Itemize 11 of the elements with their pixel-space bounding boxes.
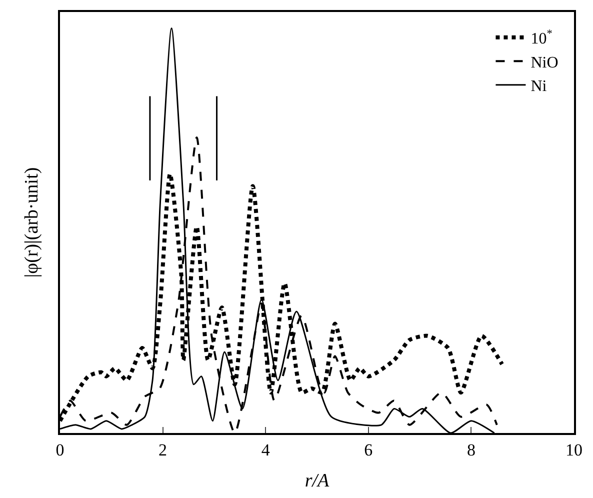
legend-label: 10$^{*}$ bbox=[530, 28, 553, 48]
x-tick-label: 6 bbox=[364, 440, 373, 460]
x-tick-label: 4 bbox=[261, 440, 270, 460]
x-tick-label: 0 bbox=[56, 440, 64, 460]
x-axis-title: r/A bbox=[304, 470, 330, 492]
y-axis-title: |φ(r)|(arb·unit) bbox=[21, 167, 42, 278]
legend-label: Ni bbox=[530, 78, 548, 96]
x-tick-label: 8 bbox=[466, 440, 476, 460]
x-tick-label: 2 bbox=[158, 440, 168, 460]
legend-label: NiO bbox=[530, 54, 558, 72]
x-tick-label: 10 bbox=[566, 440, 582, 460]
